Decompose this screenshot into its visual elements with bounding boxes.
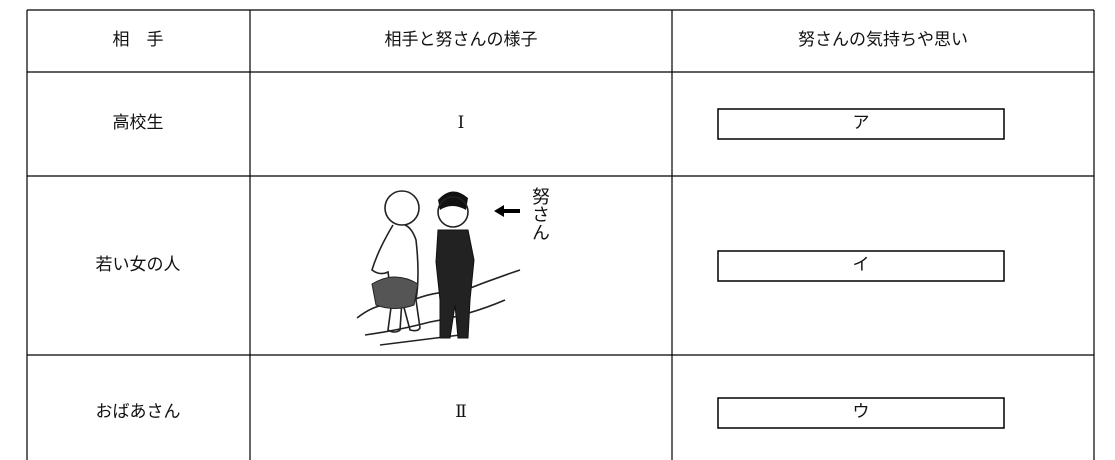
header-cell: 努さんの気持ちや思い <box>798 30 968 49</box>
partner-cell: 若い女の人 <box>96 255 181 274</box>
partner-cell: 高校生 <box>113 113 164 132</box>
illustration <box>356 190 521 346</box>
situation-cell: Ⅱ <box>455 402 467 421</box>
hair <box>438 191 468 210</box>
partner-cell: おばあさん <box>96 402 181 421</box>
header-cell: 相 手 <box>113 30 164 49</box>
answer-box <box>717 397 1005 429</box>
answer-box <box>717 108 1005 140</box>
figure-body <box>371 224 421 333</box>
figure-head <box>384 190 420 226</box>
feeling-cell: イ <box>853 255 870 274</box>
header-cell: 相手と努さんの様子 <box>385 30 538 49</box>
feeling-cell: ア <box>853 113 870 132</box>
answer-box <box>717 250 1005 282</box>
bag <box>371 276 419 309</box>
illustration-label: 努さん <box>530 187 550 241</box>
figure-body <box>435 229 475 339</box>
situation-cell: Ⅰ <box>458 113 465 132</box>
feeling-cell: ウ <box>853 402 870 421</box>
table-grid <box>26 9 1095 460</box>
figure-head <box>437 196 469 228</box>
arrow <box>494 205 520 217</box>
